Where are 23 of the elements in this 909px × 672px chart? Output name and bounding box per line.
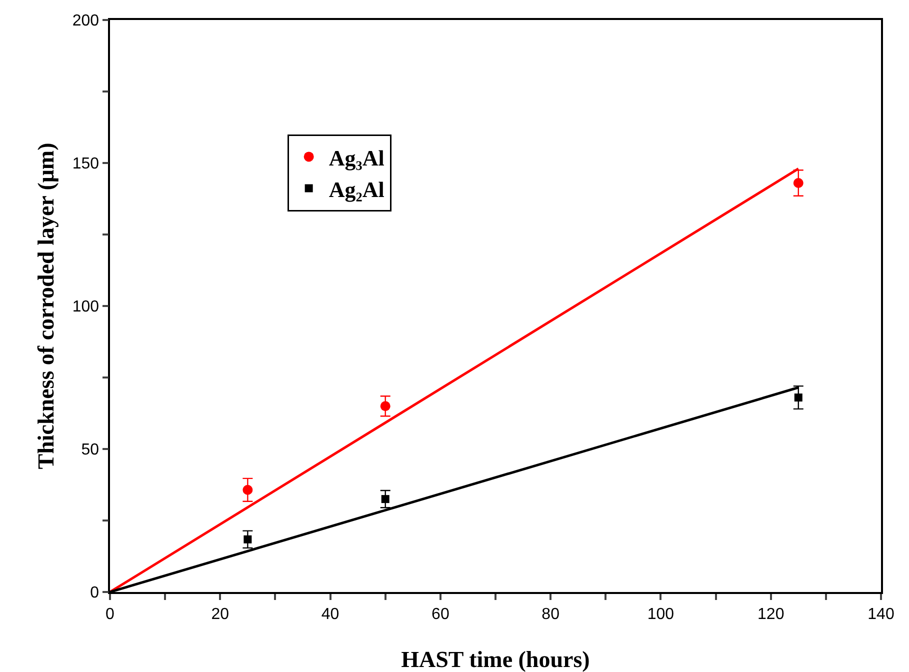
y-tick-label: 0 xyxy=(90,584,100,602)
legend-label: Ag₂Al xyxy=(328,176,384,202)
x-tick-label: 20 xyxy=(211,606,230,623)
y-axis-title: Thickness of corroded layer (μm) xyxy=(34,142,58,470)
x-tick-label: 60 xyxy=(432,606,450,623)
x-axis-title: HAST time (hours) xyxy=(401,647,590,672)
point xyxy=(244,535,252,544)
y-tick-label: 100 xyxy=(72,298,100,316)
point xyxy=(242,484,253,495)
y-tick-label: 200 xyxy=(72,12,100,30)
x-tick-label: 100 xyxy=(647,606,674,623)
point xyxy=(794,394,802,402)
legend-label: Ag₃Al xyxy=(328,145,384,170)
x-tick-label: 80 xyxy=(542,606,560,623)
x-tick-label: 0 xyxy=(106,606,115,623)
point xyxy=(381,495,390,504)
point xyxy=(380,401,390,412)
point xyxy=(793,178,804,188)
x-tick-label: 120 xyxy=(758,606,784,623)
x-tick-label: 140 xyxy=(868,606,894,623)
x-tick-label: 40 xyxy=(321,606,340,623)
y-tick-label: 50 xyxy=(81,442,100,459)
y-tick-label: 150 xyxy=(72,156,100,173)
